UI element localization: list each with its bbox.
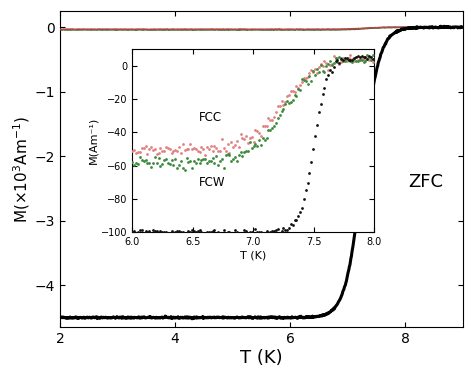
X-axis label: T (K): T (K): [240, 349, 283, 367]
Y-axis label: M($\times$10$^3$Am$^{-1}$): M($\times$10$^3$Am$^{-1}$): [11, 116, 32, 223]
Text: ZFC: ZFC: [408, 173, 443, 191]
